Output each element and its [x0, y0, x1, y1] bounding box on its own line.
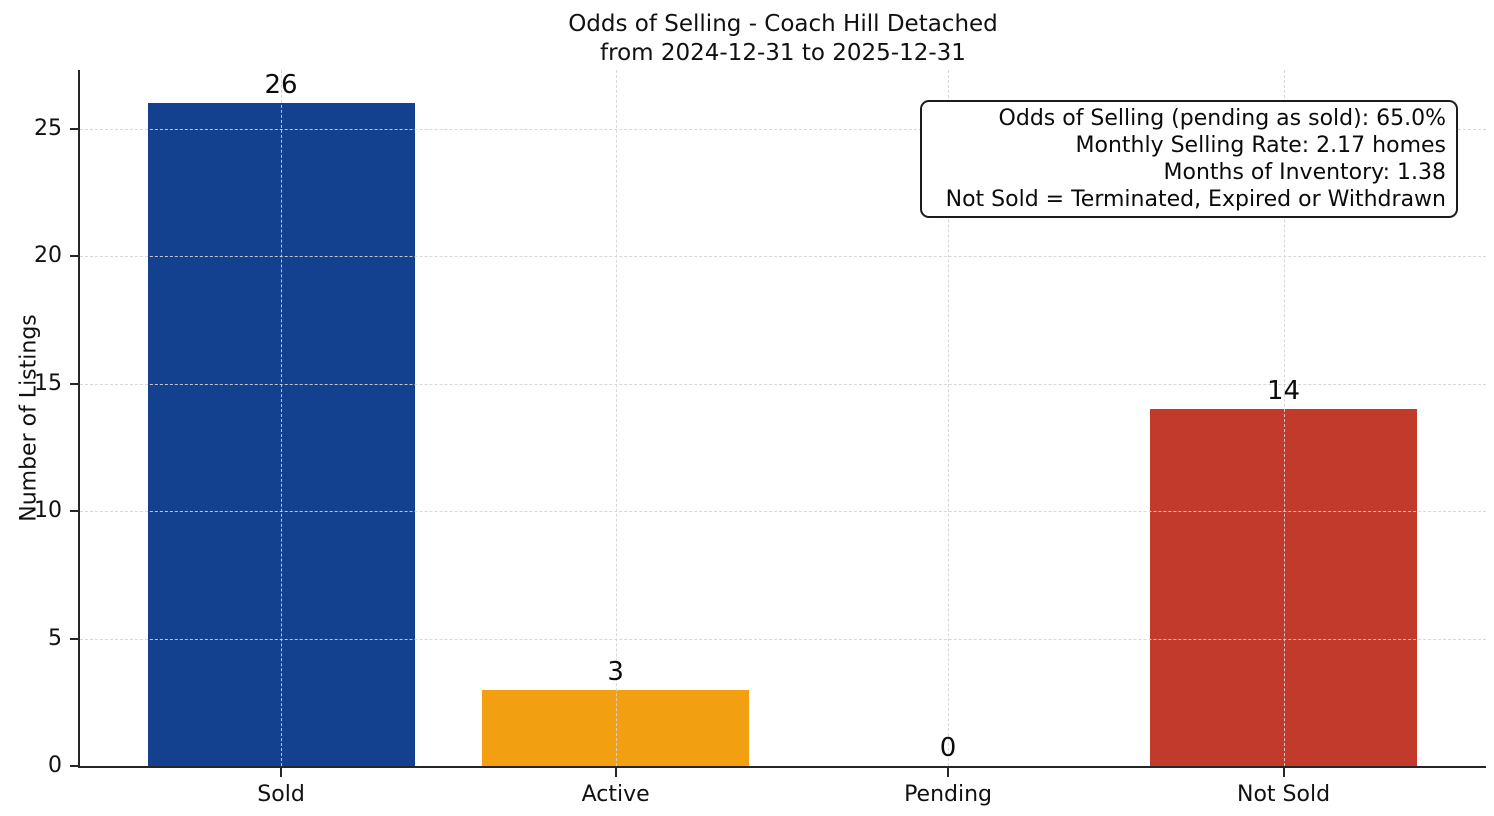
y-tick: [70, 255, 78, 258]
h-gridline: [80, 256, 1486, 258]
bar-value-label: 3: [607, 656, 624, 687]
v-gridline: [1283, 70, 1285, 766]
annotation-line: Odds of Selling (pending as sold): 65.0%: [998, 106, 1446, 131]
bar-value-label: 14: [1266, 376, 1301, 407]
annotation-line: Months of Inventory: 1.38: [1163, 160, 1446, 185]
x-tick: [1282, 768, 1285, 777]
y-tick: [70, 382, 78, 385]
v-gridline: [948, 70, 950, 766]
bar-value-label: 26: [264, 70, 298, 101]
x-tick: [614, 768, 617, 777]
x-tick: [280, 768, 283, 777]
v-gridline: [281, 70, 283, 766]
x-category-label: Not Sold: [1237, 782, 1331, 807]
title-block: Odds of Selling - Coach Hill Detached fr…: [80, 10, 1486, 68]
y-tick-label: 20: [34, 243, 62, 269]
annotation-line: Monthly Selling Rate: 2.17 homes: [1075, 133, 1446, 158]
stats-annotation-box: Odds of Selling (pending as sold): 65.0%…: [920, 100, 1458, 218]
y-tick-label: 15: [34, 370, 62, 396]
plot-area: 0 5 10 15 20 25 Sold 26 Active 3 Pending 0 Not Sold 1…: [34, 70, 1486, 807]
h-gridline: [80, 638, 1486, 640]
y-tick-label: 0: [48, 753, 62, 778]
v-gridline: [615, 70, 617, 766]
x-tick: [947, 768, 950, 777]
y-tick: [70, 510, 78, 513]
y-tick: [70, 637, 78, 640]
annotation-line: Not Sold = Terminated, Expired or Withdr…: [945, 187, 1446, 212]
y-axis-title: Number of Listings: [16, 314, 42, 522]
chart-subtitle: from 2024-12-31 to 2025-12-31: [600, 40, 966, 66]
x-category-label: Sold: [257, 782, 305, 807]
y-tick-label: 10: [34, 498, 62, 524]
h-gridline: [80, 128, 1486, 130]
y-tick-label: 5: [48, 625, 62, 651]
y-tick: [70, 127, 78, 130]
h-gridline: [80, 511, 1486, 513]
x-category-label: Active: [581, 782, 650, 807]
chart-title: Odds of Selling - Coach Hill Detached: [568, 11, 998, 37]
bar-value-label: 0: [939, 733, 957, 763]
y-tick: [70, 765, 78, 767]
y-tick-label: 25: [34, 115, 62, 141]
x-category-label: Pending: [904, 782, 993, 807]
h-gridline: [80, 383, 1486, 385]
